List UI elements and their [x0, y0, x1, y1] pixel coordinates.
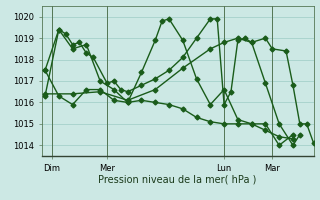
- X-axis label: Pression niveau de la mer( hPa ): Pression niveau de la mer( hPa ): [99, 174, 257, 184]
